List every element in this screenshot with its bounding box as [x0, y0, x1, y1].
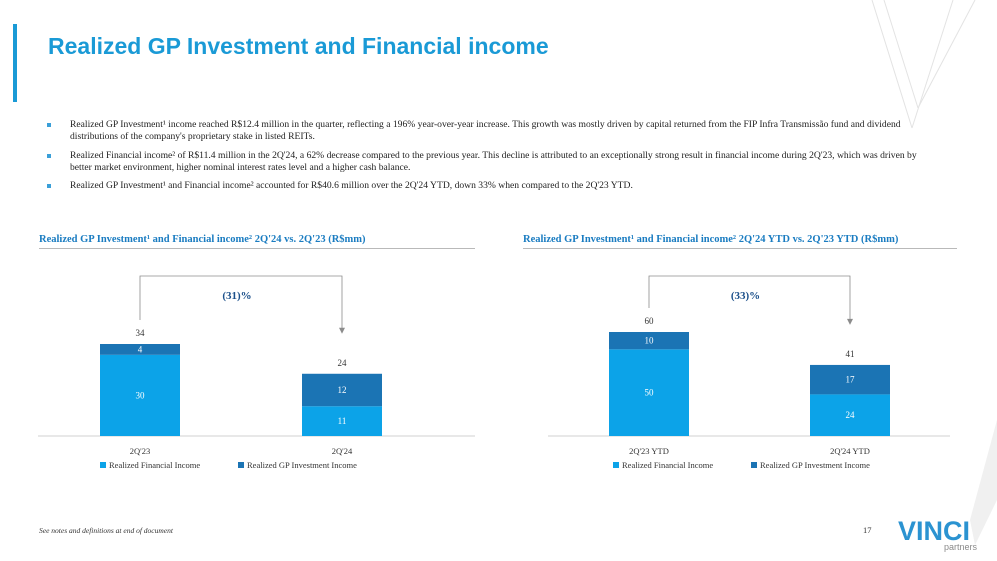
chart-title-quarter: Realized GP Investment¹ and Financial in…	[39, 234, 475, 249]
data-label: 50	[645, 388, 655, 398]
bullet-list: Realized GP Investment¹ income reached R…	[44, 119, 924, 198]
bar-segment	[302, 406, 382, 436]
legend-label: Realized GP Investment Income	[247, 460, 357, 470]
legend-label: Realized Financial Income	[109, 460, 200, 470]
data-label: 4	[138, 344, 143, 354]
bullet-item: Realized Financial income² of R$11.4 mil…	[44, 150, 924, 175]
bar-segment	[100, 344, 180, 355]
data-label: 30	[136, 390, 146, 400]
bar-segment	[810, 364, 890, 395]
bar-segment	[100, 354, 180, 436]
vinci-logo: VINCI partners	[898, 517, 988, 553]
total-label: 60	[645, 316, 655, 326]
chart-title-ytd: Realized GP Investment¹ and Financial in…	[523, 234, 957, 249]
total-label: 24	[338, 358, 348, 368]
bullet-item: Realized GP Investment¹ and Financial in…	[44, 180, 924, 192]
change-label: (33)%	[731, 290, 760, 302]
category-label: 2Q'24	[332, 446, 353, 456]
title-accent-bar	[13, 24, 17, 102]
logo-text: VINCI	[898, 516, 971, 546]
change-bracket	[139, 275, 343, 330]
bracket-arrow	[847, 318, 853, 325]
legend-swatch	[751, 462, 757, 468]
total-label: 34	[136, 328, 146, 338]
category-label: 2Q'23 YTD	[629, 446, 669, 456]
legend-label: Realized Financial Income	[622, 460, 713, 470]
bar-segment	[609, 332, 689, 350]
data-label: 12	[338, 385, 347, 395]
bar-segment	[810, 394, 890, 436]
category-label: 2Q'23	[130, 446, 150, 456]
legend-swatch	[100, 462, 106, 468]
legend-swatch	[613, 462, 619, 468]
page-title: Realized GP Investment and Financial inc…	[48, 33, 549, 59]
legend-label: Realized GP Investment Income	[760, 460, 870, 470]
data-label: 10	[645, 336, 655, 346]
change-bracket	[648, 275, 851, 321]
category-label: 2Q'24 YTD	[830, 446, 870, 456]
legend-swatch	[238, 462, 244, 468]
total-label: 41	[846, 349, 855, 359]
change-label: (31)%	[222, 290, 251, 302]
data-label: 24	[846, 410, 856, 420]
data-label: 11	[338, 416, 347, 426]
bar-segment	[302, 373, 382, 407]
data-label: 17	[846, 375, 856, 385]
bar-segment	[609, 349, 689, 436]
bracket-arrow	[339, 327, 345, 334]
footnote: See notes and definitions at end of docu…	[39, 526, 173, 535]
page-number: 17	[863, 525, 872, 535]
bullet-item: Realized GP Investment¹ income reached R…	[44, 119, 924, 144]
logo-subtext: partners	[944, 542, 978, 552]
